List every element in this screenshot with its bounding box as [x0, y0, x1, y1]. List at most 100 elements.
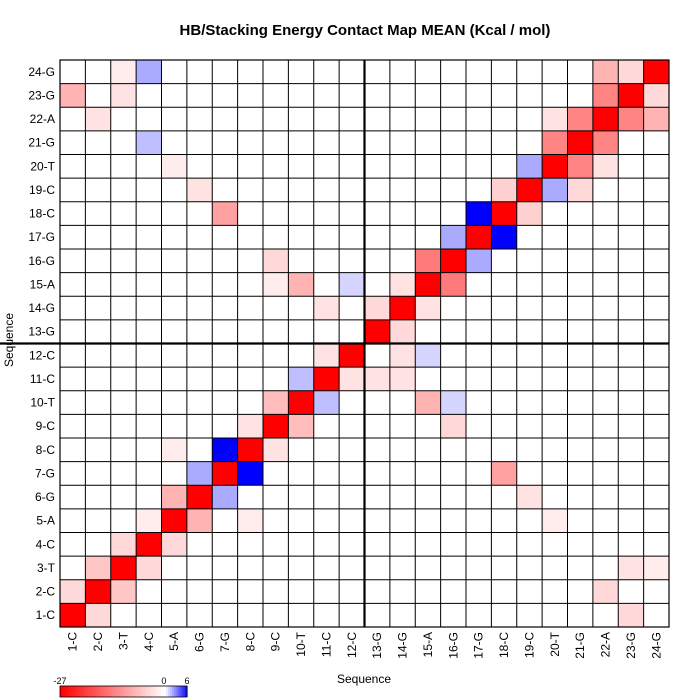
- heatmap-cell: [516, 201, 543, 226]
- heatmap-cell: [288, 272, 314, 297]
- heatmap-cell: [491, 461, 517, 486]
- x-tick-label: 24-G: [649, 632, 663, 659]
- legend-swatch: [165, 686, 169, 697]
- y-tick-label: 11-C: [30, 372, 55, 386]
- heatmap-cell: [389, 319, 416, 344]
- legend-swatch: [108, 686, 112, 697]
- heatmap-cell: [491, 178, 517, 202]
- heatmap-cell: [618, 556, 644, 580]
- legend-swatch: [95, 686, 99, 697]
- legend-swatch: [119, 686, 122, 697]
- x-tick-label: 20-T: [548, 631, 562, 656]
- legend-frame: [59, 685, 188, 698]
- heatmap-cell: [618, 107, 644, 131]
- legend-swatch: [148, 686, 152, 697]
- chart-title: HB/Stacking Energy Contact Map MEAN (Kca…: [180, 22, 551, 39]
- x-tick-label: 17-G: [472, 632, 486, 659]
- heatmap-cell: [440, 414, 466, 438]
- x-tick-label: 10-T: [294, 631, 308, 656]
- legend-swatch: [102, 686, 106, 697]
- heatmap-cell: [110, 532, 137, 557]
- legend-swatch: [62, 686, 65, 697]
- heatmap-cell: [618, 83, 644, 108]
- heatmap-grid: [0, 59, 670, 628]
- heatmap-cell: [618, 603, 644, 627]
- y-tick-label: 13-G: [28, 325, 55, 339]
- x-tick-label: 14-G: [396, 632, 410, 659]
- legend-tick-label: 0: [161, 676, 166, 686]
- y-tick-label: 16-G: [28, 254, 55, 268]
- legend-swatch: [131, 686, 135, 697]
- legend-swatch: [100, 686, 103, 697]
- x-tick-label: 19-C: [522, 632, 536, 658]
- heatmap-cell: [339, 343, 365, 368]
- legend-swatch: [184, 686, 188, 697]
- heatmap-cell: [618, 60, 644, 84]
- legend-swatch: [89, 686, 93, 697]
- heatmap-cell: [237, 414, 263, 438]
- heatmap-cell: [440, 272, 466, 297]
- heatmap-cell: [263, 272, 289, 297]
- heatmap-cell: [466, 225, 492, 249]
- heatmap-cell: [161, 154, 187, 179]
- heatmap-cell: [263, 438, 289, 462]
- x-tick-label: 6-G: [193, 632, 207, 652]
- legend-swatch: [87, 686, 91, 697]
- legend-swatch: [155, 686, 158, 697]
- y-tick-label: 14-G: [28, 301, 55, 315]
- legend-swatch: [76, 686, 80, 697]
- heatmap-cell: [364, 367, 390, 391]
- x-tick-label: 23-G: [624, 632, 638, 659]
- legend-swatch: [172, 686, 175, 697]
- legend-swatch: [112, 686, 116, 697]
- y-tick-label: 1-C: [36, 608, 56, 622]
- y-tick-labels: 1-C 2-C 3-T 4-C 5-A 6-G 7-G 8-C 9-C 10-T 11-C 12-C 1…: [28, 65, 55, 622]
- y-tick-label: 2-C: [36, 585, 56, 599]
- heatmap-cell: [313, 343, 340, 368]
- heatmap-cell: [288, 367, 314, 391]
- y-tick-label: 24-G: [28, 65, 55, 79]
- heatmap-cell: [542, 130, 568, 155]
- heatmap-cell: [592, 107, 619, 131]
- heatmap-cell: [110, 60, 137, 84]
- y-tick-label: 18-C: [29, 207, 55, 221]
- heatmap-cell: [592, 60, 619, 84]
- legend-swatch: [115, 686, 118, 697]
- legend-swatch: [98, 686, 101, 697]
- legend-swatch: [163, 686, 167, 697]
- legend-swatch: [60, 686, 63, 697]
- heatmap-cell: [542, 178, 568, 202]
- legend-swatch: [176, 686, 180, 697]
- x-tick-label: 18-C: [497, 632, 511, 658]
- x-tick-label: 9-C: [269, 632, 283, 652]
- heatmap-cell: [161, 438, 187, 462]
- legend-swatch: [91, 686, 95, 697]
- x-tick-label: 3-T: [116, 631, 130, 650]
- legend-swatch: [83, 686, 86, 697]
- heatmap-cell: [237, 438, 263, 462]
- color-legend: -27 0 6: [53, 676, 190, 698]
- legend-swatch: [125, 686, 129, 697]
- legend-swatch: [159, 686, 163, 697]
- heatmap-cell: [186, 178, 213, 202]
- legend-swatch: [123, 686, 127, 697]
- y-tick-label: 19-C: [29, 183, 55, 197]
- plot-frame: [59, 59, 670, 628]
- y-tick-label: 23-G: [28, 88, 55, 102]
- legend-swatch: [144, 686, 148, 697]
- heatmap-cell: [237, 461, 263, 486]
- legend-swatch: [64, 686, 67, 697]
- heatmap-cell: [85, 579, 111, 604]
- x-tick-label: 21-G: [573, 632, 587, 659]
- legend-tick-label: -27: [53, 676, 66, 686]
- legend-swatch: [104, 686, 108, 697]
- heatmap-cell: [516, 154, 543, 179]
- heatmap-cell: [288, 414, 314, 438]
- legend-swatch: [146, 686, 150, 697]
- heatmap-cell: [415, 296, 441, 320]
- heatmap-cell: [288, 390, 314, 415]
- heatmap-cell: [263, 249, 289, 273]
- legend-swatch: [170, 686, 173, 697]
- y-tick-label: 15-A: [30, 277, 55, 291]
